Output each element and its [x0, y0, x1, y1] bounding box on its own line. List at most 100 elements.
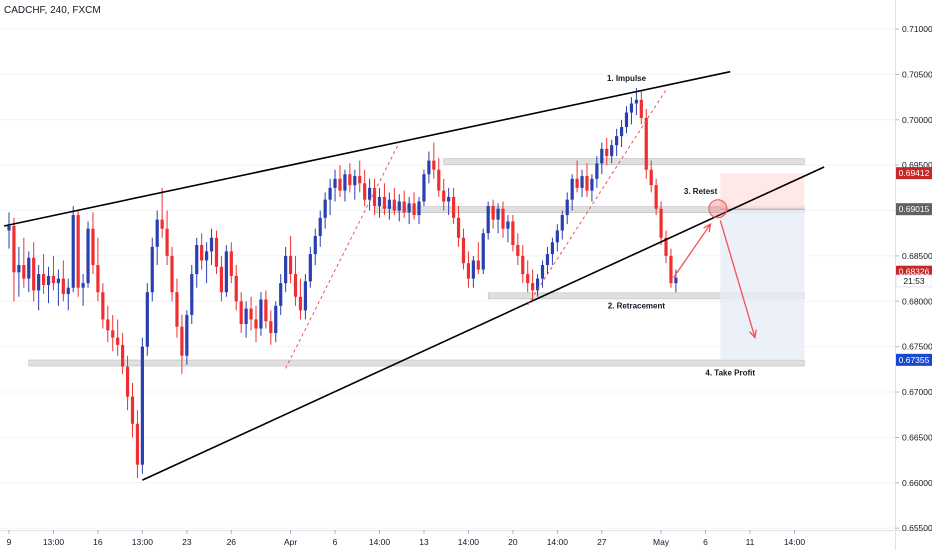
- y-tick-label: 0.65500: [902, 523, 932, 533]
- arrow-head: [749, 329, 757, 340]
- candle-body: [155, 219, 159, 247]
- arrow-head: [703, 222, 712, 233]
- candle-body: [116, 337, 120, 345]
- candle-body: [288, 255, 293, 275]
- candle-body: [540, 265, 545, 279]
- candle-body: [214, 237, 219, 267]
- candle-body: [279, 283, 283, 306]
- candle-body: [150, 246, 154, 293]
- candle-body: [111, 330, 115, 338]
- candle-body: [81, 283, 85, 288]
- candle-body: [382, 196, 387, 209]
- candle-body: [545, 254, 550, 265]
- annotations-layer: 1. Impulse 2. Retracement 3. Retest 4. Take…: [607, 74, 757, 378]
- candle-body: [293, 274, 298, 297]
- candle-body: [476, 260, 480, 270]
- candle-body: [629, 103, 634, 113]
- price-tag-label: 0.69412: [899, 168, 930, 178]
- candle-body: [526, 274, 530, 284]
- candle-body: [343, 174, 347, 191]
- candle-body: [37, 274, 41, 291]
- candle-body: [234, 275, 238, 302]
- wedge-trendline: [142, 166, 825, 481]
- candle-body: [565, 199, 569, 216]
- chart-title: CADCHF, 240, FXCM: [4, 5, 101, 16]
- zones-layer: [0, 28, 895, 529]
- countdown-tag: [895, 274, 932, 288]
- candle-body: [412, 203, 416, 216]
- candle-body: [610, 145, 614, 157]
- candle-body: [353, 176, 357, 186]
- candle-body: [185, 314, 189, 356]
- candle-body: [506, 221, 510, 229]
- chart-annotation: 1. Impulse: [607, 74, 647, 83]
- x-tick-label: 14:00: [369, 537, 391, 547]
- candle-body: [205, 251, 209, 261]
- candle-body: [209, 237, 214, 252]
- candle-body: [639, 99, 643, 118]
- candle-body: [229, 251, 233, 276]
- candle-body: [7, 225, 11, 231]
- price-tag-label: 0.68326: [899, 267, 930, 277]
- candle-body: [313, 235, 317, 255]
- y-tick-label: 0.70500: [902, 69, 932, 79]
- candle-body: [372, 187, 377, 207]
- candle-body: [619, 127, 624, 137]
- x-tick-label: 13: [419, 537, 429, 547]
- candle-body: [368, 187, 372, 200]
- price-tag-label: 0.69015: [899, 204, 930, 214]
- x-tick-label: 14:00: [784, 537, 806, 547]
- price-tag: [896, 167, 932, 180]
- candle-body: [555, 230, 559, 243]
- candle-body: [615, 136, 619, 146]
- candle-body: [348, 174, 352, 186]
- candle-body: [106, 319, 110, 331]
- price-axis[interactable]: 0.710000.705000.700000.695000.690000.685…: [895, 24, 932, 533]
- candle-body: [575, 178, 579, 188]
- candle-body: [674, 277, 678, 284]
- candle-body: [298, 296, 303, 311]
- candle-body: [224, 251, 228, 293]
- candle-body: [481, 233, 485, 270]
- candle-body: [452, 196, 456, 218]
- candle-body: [140, 346, 144, 465]
- candle-body: [170, 255, 174, 293]
- price-tag: [896, 203, 932, 216]
- candle-body: [190, 274, 194, 315]
- candle-body: [308, 254, 312, 282]
- x-tick-label: 6: [703, 537, 708, 547]
- y-tick-label: 0.69500: [902, 160, 932, 170]
- candle-body: [402, 201, 406, 213]
- candle-body: [585, 176, 589, 191]
- wedge-trendline: [3, 70, 731, 227]
- candle-body: [165, 228, 169, 256]
- candle-body: [86, 228, 90, 284]
- candle-body: [269, 321, 273, 334]
- candle-body: [338, 178, 342, 191]
- candle-body: [649, 169, 653, 186]
- candle-body: [46, 275, 51, 285]
- candle-body: [550, 242, 554, 255]
- candle-body: [195, 245, 199, 275]
- candle-body: [32, 257, 36, 291]
- candle-body: [392, 199, 396, 211]
- y-tick-label: 0.71000: [902, 24, 932, 34]
- candle-body: [600, 148, 604, 164]
- candle-body: [377, 196, 382, 207]
- y-tick-label: 0.66000: [902, 478, 932, 488]
- candle-body: [76, 215, 80, 288]
- candle-body: [511, 221, 515, 246]
- x-tick-label: Apr: [284, 537, 297, 547]
- candles-layer: [7, 88, 678, 479]
- candle-body: [521, 255, 525, 275]
- candle-body: [486, 206, 490, 234]
- candle-body: [654, 185, 658, 209]
- time-axis[interactable]: 9 13:00 16 13:00 23 26 Apr 6 14:00 13 14:00 20 14:00…: [7, 530, 806, 547]
- candle-body: [669, 255, 673, 284]
- candle-body: [180, 326, 184, 356]
- candle-body: [333, 178, 337, 188]
- candle-body: [71, 215, 75, 288]
- candle-body: [422, 174, 426, 202]
- candle-body: [219, 266, 224, 293]
